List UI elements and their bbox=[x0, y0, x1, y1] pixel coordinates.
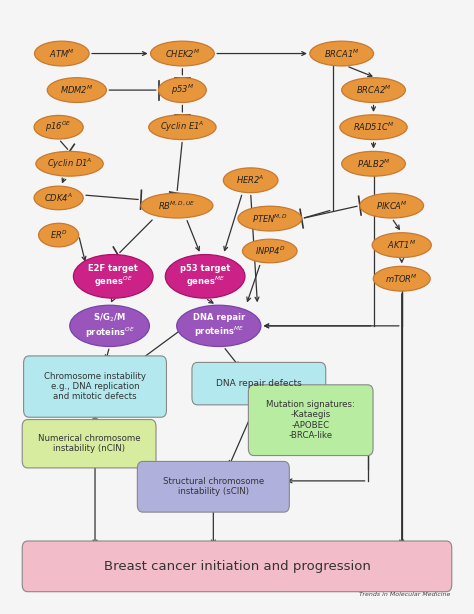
Text: RAD51C$^M$: RAD51C$^M$ bbox=[353, 121, 394, 133]
FancyBboxPatch shape bbox=[137, 462, 289, 512]
Ellipse shape bbox=[36, 152, 103, 176]
Text: Structural chromosome
instability (sCIN): Structural chromosome instability (sCIN) bbox=[163, 477, 264, 497]
Text: Numerical chromosome
instability (nCIN): Numerical chromosome instability (nCIN) bbox=[38, 434, 140, 454]
Text: INPP4$^D$: INPP4$^D$ bbox=[255, 245, 285, 257]
Text: Cyclin E1$^A$: Cyclin E1$^A$ bbox=[160, 120, 205, 134]
Text: BRCA1$^M$: BRCA1$^M$ bbox=[324, 47, 359, 60]
Ellipse shape bbox=[70, 305, 149, 346]
Text: Mutation signatures:
-Kataegis
-APOBEC
-BRCA-like: Mutation signatures: -Kataegis -APOBEC -… bbox=[266, 400, 355, 440]
Text: Cyclin D1$^A$: Cyclin D1$^A$ bbox=[47, 157, 92, 171]
Ellipse shape bbox=[372, 233, 431, 257]
Text: Breast cancer initiation and progression: Breast cancer initiation and progression bbox=[103, 560, 371, 573]
Ellipse shape bbox=[243, 239, 297, 263]
Text: ER$^D$: ER$^D$ bbox=[50, 229, 67, 241]
Text: DNA repair
proteins$^{ME}$: DNA repair proteins$^{ME}$ bbox=[192, 313, 245, 338]
Text: MDM2$^M$: MDM2$^M$ bbox=[60, 84, 93, 96]
Text: DNA repair defects: DNA repair defects bbox=[216, 379, 302, 388]
Text: mTOR$^M$: mTOR$^M$ bbox=[385, 273, 418, 285]
Ellipse shape bbox=[342, 152, 405, 176]
Ellipse shape bbox=[47, 78, 106, 103]
Text: CHEK2$^M$: CHEK2$^M$ bbox=[165, 47, 200, 60]
Text: Trends in Molecular Medicine: Trends in Molecular Medicine bbox=[359, 592, 451, 597]
FancyBboxPatch shape bbox=[22, 419, 156, 468]
Text: E2F target
genes$^{OE}$: E2F target genes$^{OE}$ bbox=[88, 263, 138, 289]
Ellipse shape bbox=[223, 168, 278, 193]
FancyBboxPatch shape bbox=[192, 362, 326, 405]
Text: BRCA2$^M$: BRCA2$^M$ bbox=[356, 84, 391, 96]
Text: PALB2$^M$: PALB2$^M$ bbox=[357, 158, 390, 170]
Ellipse shape bbox=[34, 186, 83, 210]
Text: AKT1$^M$: AKT1$^M$ bbox=[387, 239, 416, 251]
Text: ATM$^M$: ATM$^M$ bbox=[49, 47, 74, 60]
Ellipse shape bbox=[360, 193, 424, 218]
Text: p53 target
genes$^{ME}$: p53 target genes$^{ME}$ bbox=[180, 263, 230, 289]
Ellipse shape bbox=[34, 115, 83, 139]
Text: S/G$_2$/M
proteins$^{OE}$: S/G$_2$/M proteins$^{OE}$ bbox=[85, 311, 135, 340]
Text: RB$^{M,D,UE}$: RB$^{M,D,UE}$ bbox=[158, 200, 196, 212]
Text: p53$^M$: p53$^M$ bbox=[171, 83, 194, 97]
Ellipse shape bbox=[35, 41, 89, 66]
Text: PTEN$^{M,D}$: PTEN$^{M,D}$ bbox=[252, 212, 288, 225]
FancyBboxPatch shape bbox=[248, 385, 373, 456]
Ellipse shape bbox=[165, 255, 245, 298]
Ellipse shape bbox=[158, 78, 206, 103]
FancyBboxPatch shape bbox=[24, 356, 166, 418]
Ellipse shape bbox=[310, 41, 374, 66]
Ellipse shape bbox=[374, 266, 430, 291]
Ellipse shape bbox=[340, 115, 407, 139]
Ellipse shape bbox=[149, 115, 216, 139]
Text: HER2$^A$: HER2$^A$ bbox=[237, 174, 265, 187]
Ellipse shape bbox=[177, 305, 261, 346]
Ellipse shape bbox=[141, 193, 213, 218]
Ellipse shape bbox=[73, 255, 153, 298]
FancyBboxPatch shape bbox=[22, 541, 452, 592]
Text: PIKCA$^M$: PIKCA$^M$ bbox=[376, 200, 408, 212]
Text: CDK4$^A$: CDK4$^A$ bbox=[44, 192, 73, 204]
Text: Chromosome instability
e.g., DNA replication
and mitotic defects: Chromosome instability e.g., DNA replica… bbox=[44, 371, 146, 402]
Ellipse shape bbox=[38, 223, 79, 247]
Ellipse shape bbox=[151, 41, 214, 66]
Text: p16$^{OE}$: p16$^{OE}$ bbox=[46, 120, 72, 134]
Ellipse shape bbox=[342, 78, 405, 103]
Ellipse shape bbox=[238, 206, 301, 231]
